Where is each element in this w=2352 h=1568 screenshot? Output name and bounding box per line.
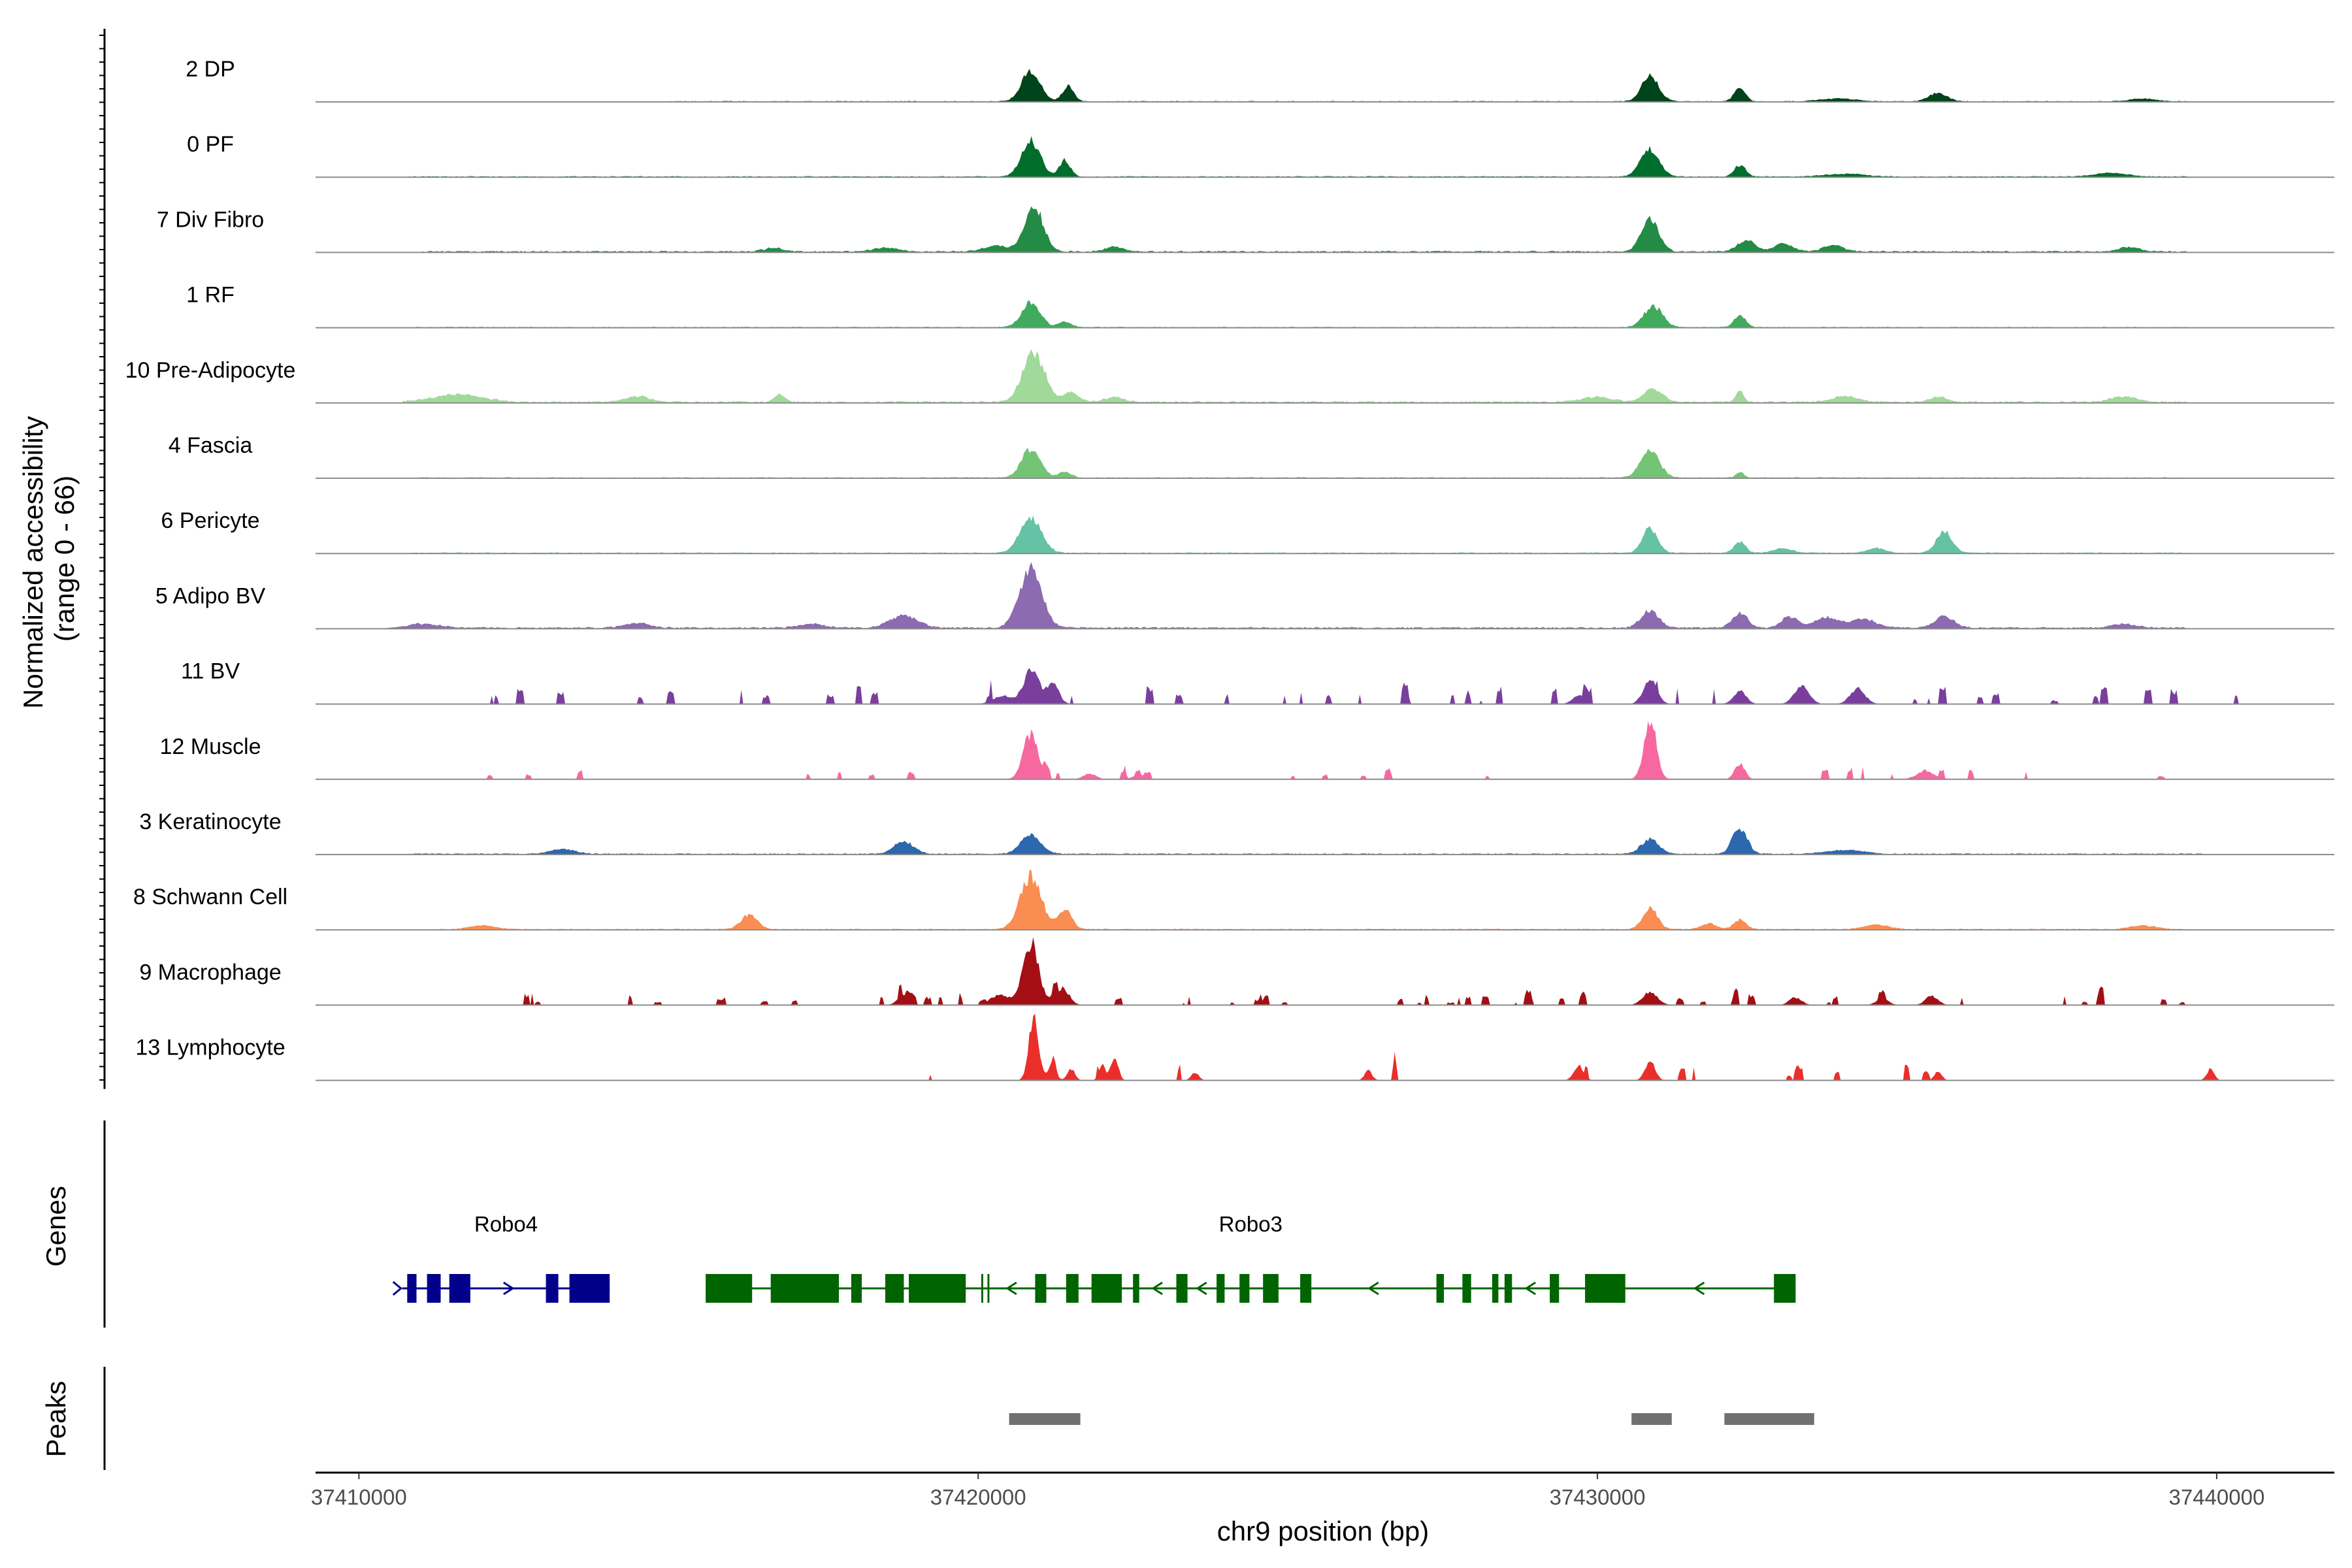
x-tick-label: 37410000 bbox=[311, 1485, 407, 1509]
gene-exon bbox=[1492, 1274, 1499, 1303]
x-tick-label: 37430000 bbox=[1550, 1485, 1646, 1509]
gene-robo3: Robo3 bbox=[706, 1212, 1796, 1303]
y-axis-title-line-1: Normalized accessibility bbox=[18, 416, 48, 709]
gene-robo4: Robo4 bbox=[392, 1212, 610, 1303]
track-13: 9 Macrophage bbox=[139, 937, 2334, 1006]
track-label: 1 RF bbox=[186, 283, 235, 308]
gene-exon bbox=[885, 1274, 904, 1303]
gene-exon bbox=[1550, 1274, 1560, 1303]
gene-exon bbox=[1091, 1274, 1122, 1303]
track-label: 6 Pericyte bbox=[161, 508, 259, 533]
gene-exon bbox=[449, 1274, 470, 1303]
track-label: 5 Adipo BV bbox=[155, 583, 266, 608]
track-4: 1 RF bbox=[186, 283, 2334, 329]
strand-arrow-icon bbox=[1151, 1281, 1163, 1296]
track-14: 13 Lymphocyte bbox=[135, 1013, 2334, 1081]
x-axis-title: chr9 position (bp) bbox=[1217, 1516, 1429, 1546]
coverage-tracks: 2 DP 0 PF 7 Div Fibro 1 RF 10 Pre-Adipocyte 4… bbox=[125, 57, 2334, 1081]
gene-exon bbox=[1462, 1274, 1471, 1303]
gene-exon bbox=[1176, 1274, 1188, 1303]
gene-exon bbox=[1035, 1274, 1047, 1303]
track-5: 10 Pre-Adipocyte bbox=[125, 349, 2334, 404]
gene-label: Robo4 bbox=[474, 1212, 538, 1236]
gene-exon bbox=[987, 1274, 990, 1303]
x-tick-label: 37440000 bbox=[2168, 1485, 2264, 1509]
peak-region bbox=[1724, 1413, 1814, 1425]
track-label: 2 DP bbox=[186, 57, 235, 82]
gene-exon bbox=[1436, 1274, 1444, 1303]
gene-exon bbox=[1133, 1274, 1139, 1303]
track-7: 6 Pericyte bbox=[161, 508, 2334, 555]
track-label: 0 PF bbox=[187, 132, 234, 157]
gene-exon bbox=[569, 1274, 610, 1303]
track-1: 2 DP bbox=[186, 57, 2334, 103]
strand-arrow-icon bbox=[392, 1281, 403, 1296]
x-axis: 37410000 37420000 37430000 37440000 bbox=[311, 1471, 2334, 1509]
coverage-area bbox=[316, 206, 2334, 253]
track-2: 0 PF bbox=[187, 132, 2334, 178]
strand-arrow-icon bbox=[1524, 1281, 1536, 1296]
gene-exon bbox=[1066, 1274, 1079, 1303]
coverage-area bbox=[316, 668, 2334, 704]
track-6: 4 Fascia bbox=[169, 433, 2334, 479]
y-axis-title-line-2: (range 0 - 66) bbox=[49, 476, 80, 642]
peaks-panel-label: Peaks bbox=[41, 1381, 71, 1458]
gene-exon bbox=[851, 1274, 862, 1303]
gene-exon bbox=[427, 1274, 441, 1303]
track-label: 11 BV bbox=[181, 659, 240, 684]
x-tick-label: 37420000 bbox=[930, 1485, 1026, 1509]
gene-exon bbox=[1774, 1274, 1796, 1303]
track-label: 4 Fascia bbox=[169, 433, 253, 458]
gene-exon bbox=[407, 1274, 417, 1303]
genes-panel-label: Genes bbox=[41, 1186, 71, 1267]
coverage-area bbox=[316, 349, 2334, 403]
track-10: 12 Muscle bbox=[160, 721, 2334, 780]
track-label: 13 Lymphocyte bbox=[135, 1036, 285, 1060]
strand-arrow-icon bbox=[1005, 1281, 1017, 1296]
strand-arrow-icon bbox=[1367, 1281, 1379, 1296]
track-label: 10 Pre-Adipocyte bbox=[125, 358, 296, 383]
y-axis-title: Normalized accessibility (range 0 - 66) bbox=[18, 408, 80, 709]
strand-arrow-icon bbox=[1196, 1281, 1207, 1296]
peaks-panel: Peaks bbox=[41, 1367, 1814, 1470]
gene-exon bbox=[706, 1274, 753, 1303]
gene-label: Robo3 bbox=[1219, 1212, 1282, 1236]
track-label: 3 Keratinocyte bbox=[139, 809, 281, 834]
track-12: 8 Schwann Cell bbox=[133, 870, 2334, 931]
gene-exon bbox=[770, 1274, 839, 1303]
gene-exon bbox=[1504, 1274, 1512, 1303]
gene-exon bbox=[546, 1274, 559, 1303]
gene-exon bbox=[909, 1274, 966, 1303]
track-8: 5 Adipo BV bbox=[155, 562, 2334, 630]
strand-arrow-icon bbox=[1693, 1281, 1705, 1296]
track-3: 7 Div Fibro bbox=[157, 206, 2334, 253]
peak-region bbox=[1631, 1413, 1672, 1425]
y-axis bbox=[99, 29, 106, 1089]
gene-exon bbox=[1300, 1274, 1312, 1303]
gene-exon bbox=[1263, 1274, 1279, 1303]
strand-arrow-icon bbox=[502, 1281, 515, 1296]
track-label: 9 Macrophage bbox=[139, 960, 281, 985]
track-label: 12 Muscle bbox=[160, 734, 261, 759]
track-11: 3 Keratinocyte bbox=[139, 809, 2334, 855]
genes-panel: Genes Robo4 Robo3 bbox=[41, 1120, 1796, 1328]
track-label: 7 Div Fibro bbox=[157, 207, 264, 232]
gene-exon bbox=[1217, 1274, 1225, 1303]
gene-exon bbox=[1585, 1274, 1625, 1303]
gene-exon bbox=[981, 1274, 983, 1303]
gene-exon bbox=[1239, 1274, 1250, 1303]
peak-region bbox=[1009, 1413, 1081, 1425]
track-label: 8 Schwann Cell bbox=[133, 885, 287, 909]
track-9: 11 BV bbox=[181, 659, 2334, 705]
